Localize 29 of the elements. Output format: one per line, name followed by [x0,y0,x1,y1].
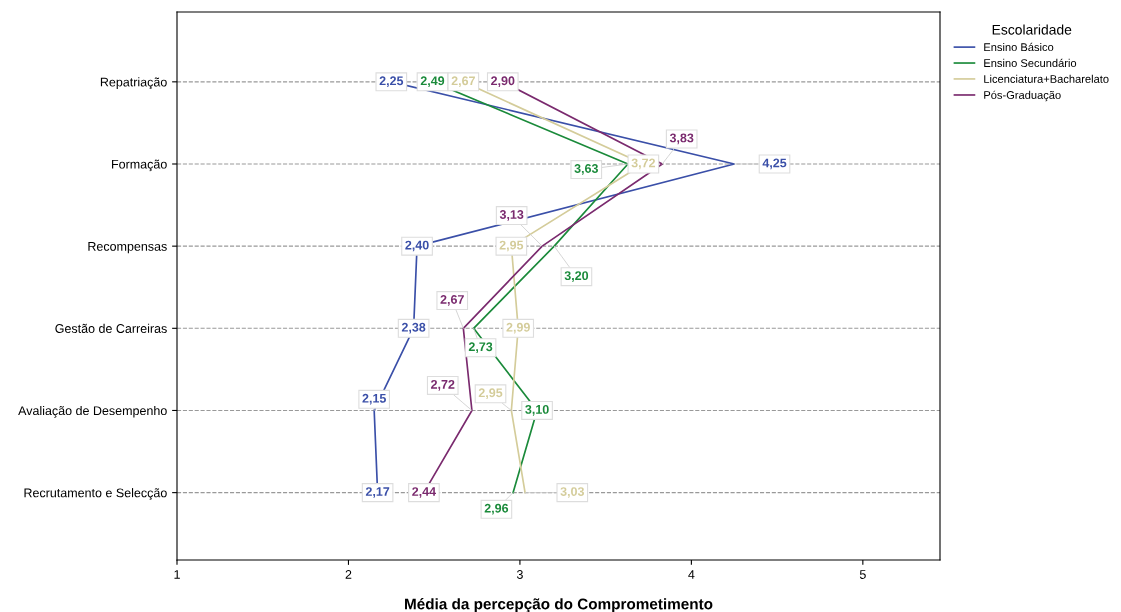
data-label: 3,03 [560,487,584,498]
data-label: 3,83 [669,133,694,145]
x-tick-label: 2 [345,570,352,579]
data-label: 2,96 [484,503,509,515]
y-tick-label: Formação [112,159,167,172]
x-tick-label: 3 [516,570,523,579]
data-label: 3,13 [499,210,524,221]
data-label: 2,15 [362,393,386,405]
data-label: 3,63 [574,164,598,175]
legend-label: Licenciatura+Bacharelato [984,74,1109,83]
x-tick-label: 1 [174,570,180,579]
y-tick-label: Gestão de Carreiras [55,323,167,333]
legend-label: Pós-Graduação [984,90,1061,102]
legend-label: Ensino Básico [984,42,1054,52]
y-tick-label: Avaliação de Desempenho [18,405,167,418]
data-label: 4,25 [762,158,787,170]
data-label: 2,67 [440,295,464,306]
x-tick-label: 4 [688,570,695,579]
y-tick-label: Recompensas [88,242,167,254]
legend-label: Ensino Secundário [984,58,1077,68]
x-tick-label: 5 [859,570,866,579]
x-axis-title: Média da percepção do Comprometimento [405,598,713,612]
data-label: 2,72 [431,379,455,391]
data-label: 2,73 [468,342,493,353]
y-tick-label: Recrutamento e Selecção [24,488,167,500]
data-label: 2,95 [478,388,503,399]
legend-title: Escolaridade [992,24,1072,35]
y-tick-label: Repatriação [100,77,167,90]
data-label: 3,20 [564,271,589,282]
